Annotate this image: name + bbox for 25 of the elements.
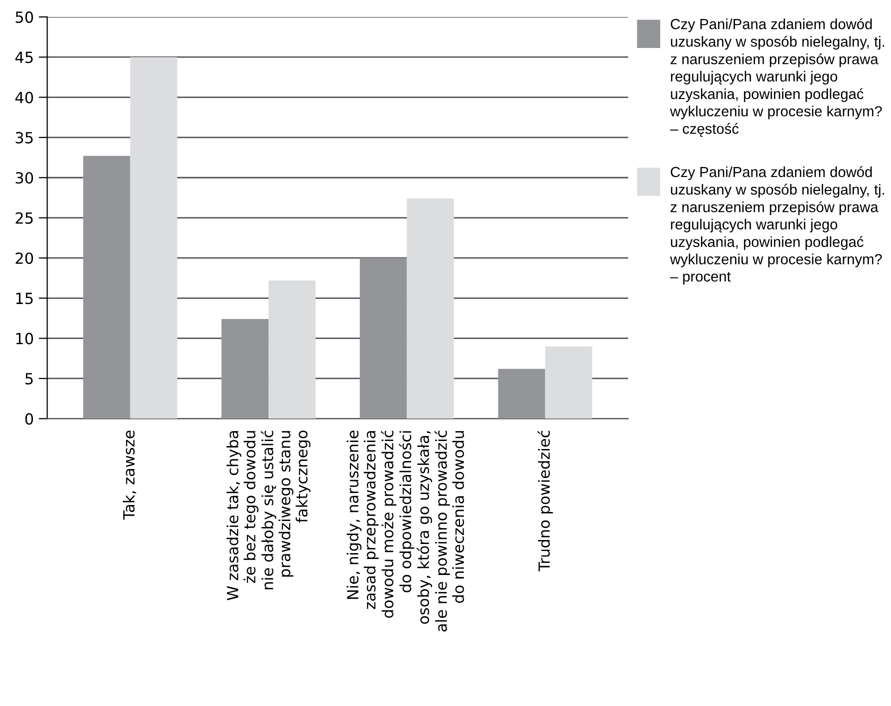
y-tick-label: 45 <box>15 52 33 64</box>
bar <box>268 280 316 419</box>
x-tick-label: Tak, zawsze <box>122 430 136 520</box>
y-tick-label: 25 <box>16 212 33 224</box>
y-tick-label: 20 <box>16 252 34 264</box>
x-tick-label: W zasadzie tak, chyba że bez tego dowodu nie dałoby się ustalić prawdziwego stanu faktycznego <box>226 430 311 600</box>
y-tick-label: 0 <box>25 413 34 425</box>
x-tick-label: Trudno powiedzieć <box>537 430 553 572</box>
legend-label: Czy Pani/Pana zdaniem dowód uzuskany w sposób nielegalny, tj. z naruszeniem przepisów prawa regulujących warunki jego uzyskania, powinien podlegać wykluczeniu w procesie karnym? – procent <box>670 166 884 285</box>
legend-label: Czy Pani/Pana zdaniem dowód uzuskany w sposób nielegalny, tj. z naruszeniem przepisów prawa regulujących warunki jego uzyskania, powinien podlegać wykluczeniu w procesie karnym? – częstość <box>670 18 884 137</box>
y-tick-label: 40 <box>15 92 34 104</box>
bar <box>406 198 454 419</box>
bar <box>498 368 546 419</box>
bar <box>130 57 178 419</box>
bar <box>545 346 592 419</box>
y-tick-label: 50 <box>16 11 34 23</box>
y-tick-label: 15 <box>16 292 33 304</box>
y-tick-label: 10 <box>16 332 34 344</box>
x-tick-label: Nie, nigdy, naruszenie zasad przeprowadzenia dowodu może prowadzić do odpowiedzialności osoby, która go uzyskała, ale nie powinno prowadzić do niweczenia dowodu <box>346 430 464 632</box>
y-tick-label: 5 <box>25 373 33 385</box>
bar <box>222 319 269 419</box>
y-tick-label: 35 <box>16 132 33 144</box>
y-tick-label: 30 <box>16 172 34 184</box>
bar <box>360 258 407 419</box>
bar <box>83 156 130 419</box>
